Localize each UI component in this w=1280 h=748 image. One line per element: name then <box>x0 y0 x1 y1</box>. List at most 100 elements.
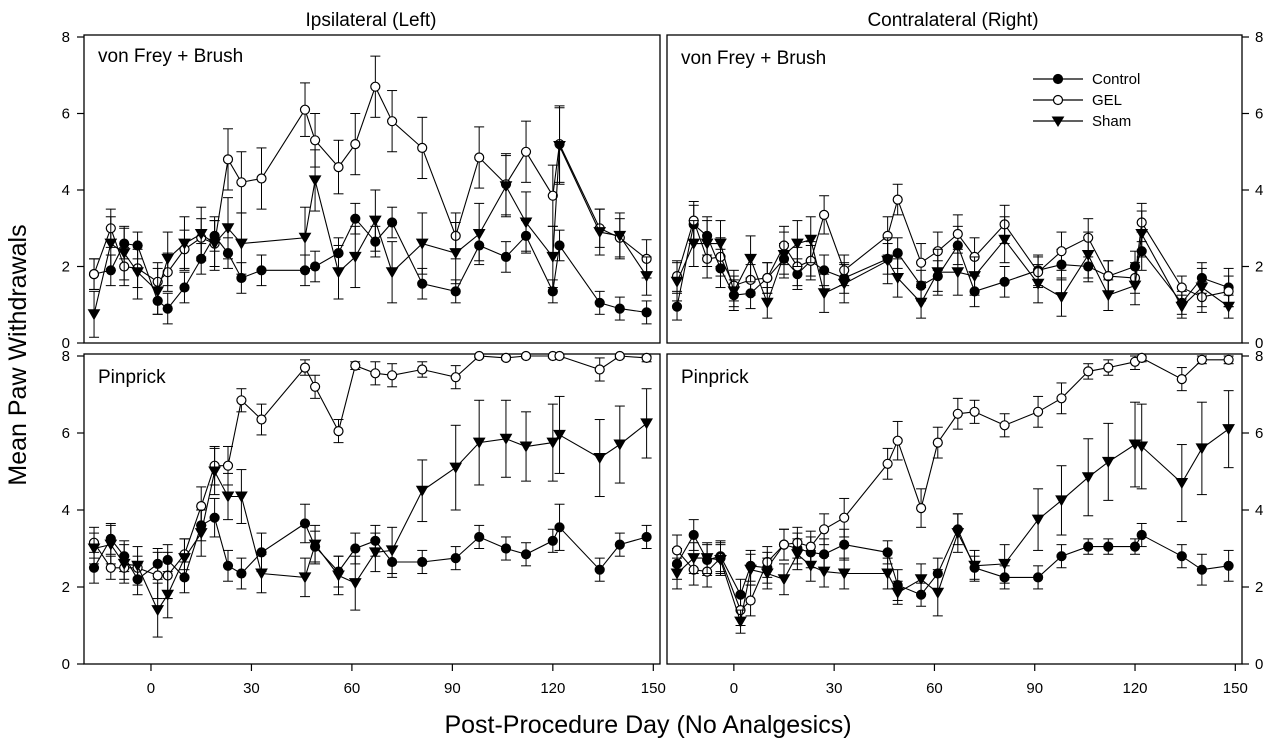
data-point-sham <box>221 223 235 235</box>
data-point-sham <box>348 578 362 590</box>
data-point-sham <box>914 574 928 586</box>
data-point-gel <box>474 350 485 362</box>
series-line-gel <box>676 357 1229 612</box>
data-point-sham <box>161 589 175 601</box>
data-point-gel <box>333 426 344 437</box>
y-tick-label: 8 <box>1255 29 1263 46</box>
data-point-gel <box>671 545 683 556</box>
data-point-sham <box>1175 301 1189 313</box>
data-point-control <box>547 535 558 546</box>
data-point-sham <box>640 418 653 430</box>
data-point-gel <box>370 368 381 379</box>
series-gel <box>671 352 1234 626</box>
data-point-sham <box>1175 478 1189 489</box>
data-point-sham <box>208 238 221 250</box>
series-sham <box>670 390 1235 634</box>
data-point-sham <box>161 253 175 265</box>
panel-frame <box>666 353 1243 665</box>
x-tick-label: 120 <box>1123 680 1148 697</box>
panel-ipsilateral-vonfrey: 0 2 4 6 8 <box>62 29 661 352</box>
data-point-sham <box>308 175 322 187</box>
data-point-sham <box>613 230 627 242</box>
y-axis-title: Mean Paw Withdrawals <box>4 224 32 485</box>
data-point-sham <box>951 528 965 540</box>
y-tick-label: 4 <box>1255 182 1263 199</box>
panel-frame <box>83 353 661 665</box>
panel-ipsilateral-pinprick: 0 2 4 6 8 0 30 60 90 120 150 <box>62 348 666 697</box>
panel-frame <box>83 34 661 344</box>
data-point-gel <box>915 257 927 268</box>
series-sham <box>87 388 653 638</box>
data-point-gel <box>1136 352 1147 363</box>
data-point-gel <box>310 381 321 392</box>
data-point-sham <box>687 553 701 565</box>
data-point-sham <box>348 251 362 263</box>
data-point-gel <box>1056 246 1067 257</box>
data-point-sham <box>734 616 747 628</box>
data-point-sham <box>131 267 144 279</box>
x-axis-title: Post-Procedure Day (No Analgesics) <box>444 711 851 739</box>
data-point-gel <box>520 146 532 157</box>
data-point-gel <box>882 458 893 469</box>
data-point-sham <box>760 568 774 580</box>
data-point-control <box>547 286 558 297</box>
data-point-control <box>450 286 461 297</box>
y-tick-label: 8 <box>62 29 70 46</box>
data-point-sham <box>593 453 607 464</box>
data-point-control <box>839 539 850 550</box>
y-tick-label: 6 <box>1255 425 1263 442</box>
data-point-sham <box>1135 229 1149 240</box>
legend-item-control: Control <box>1033 71 1140 88</box>
data-point-sham <box>178 238 191 250</box>
series-gel <box>88 350 652 600</box>
data-point-control <box>882 547 893 558</box>
data-point-sham <box>670 276 684 288</box>
data-point-sham <box>1222 424 1235 436</box>
data-point-gel <box>256 414 267 425</box>
data-point-sham <box>760 297 774 309</box>
data-point-sham <box>1081 472 1095 484</box>
legend-item-sham: Sham <box>1033 113 1131 130</box>
y-tick-label: 0 <box>62 335 70 352</box>
legend-label-sham: Sham <box>1092 113 1131 130</box>
y-tick-label: 0 <box>62 656 70 673</box>
data-point-sham <box>472 229 486 240</box>
data-point-gel <box>1083 366 1094 377</box>
col-title-left: Ipsilateral (Left) <box>306 10 437 31</box>
data-point-gel <box>299 104 311 115</box>
data-point-gel <box>952 408 963 419</box>
y-tick-label: 2 <box>62 259 70 276</box>
data-point-sham <box>178 553 191 565</box>
data-point-gel <box>236 177 247 188</box>
data-point-control <box>299 518 311 529</box>
data-point-sham <box>1195 443 1209 455</box>
data-point-control <box>594 297 605 308</box>
data-point-sham <box>817 566 831 578</box>
data-point-sham <box>1031 514 1045 526</box>
data-point-sham <box>332 570 345 582</box>
data-point-sham <box>131 560 144 572</box>
legend-marker-sham <box>1051 116 1065 127</box>
legend-marker-gel <box>1052 94 1064 106</box>
data-point-sham <box>221 491 235 503</box>
x-tick-label: 0 <box>147 680 155 697</box>
data-point-sham <box>1222 301 1235 313</box>
data-point-gel <box>915 503 927 514</box>
data-point-gel <box>745 595 756 606</box>
data-point-gel <box>387 370 398 381</box>
data-point-control <box>417 556 428 568</box>
x-tick-label: 30 <box>243 680 260 697</box>
data-point-gel <box>299 362 311 373</box>
data-point-sham <box>385 545 399 557</box>
data-point-sham <box>1128 280 1142 292</box>
data-point-sham <box>714 555 727 566</box>
data-point-sham <box>104 539 118 551</box>
y-tick-label: 0 <box>1255 656 1263 673</box>
series-sham <box>670 210 1235 319</box>
data-point-sham <box>368 215 382 227</box>
data-point-gel <box>1196 354 1208 365</box>
data-point-gel <box>892 194 903 205</box>
data-point-sham <box>700 238 714 250</box>
data-point-control <box>554 522 565 533</box>
series-line-control <box>93 516 647 581</box>
